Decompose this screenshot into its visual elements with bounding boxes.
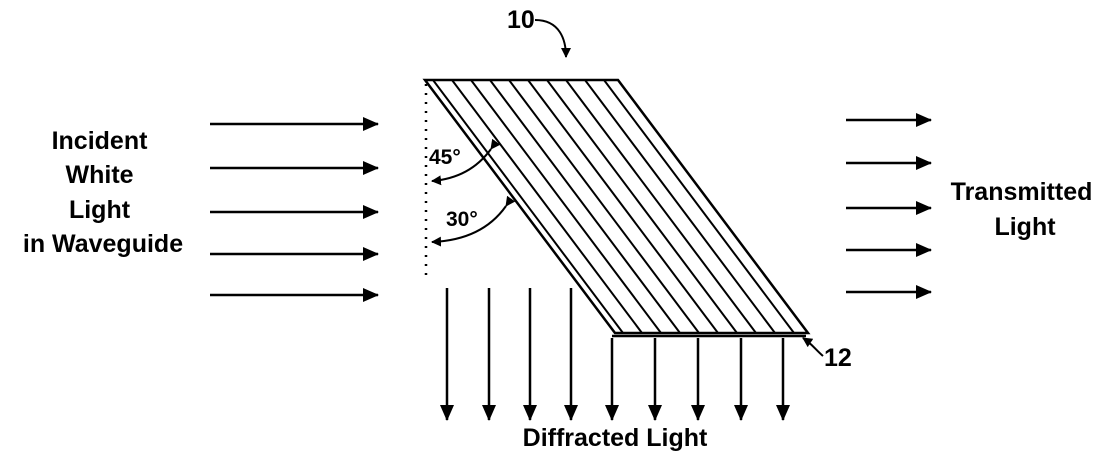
incident-light-arrows xyxy=(210,117,379,302)
grating-hatch-line xyxy=(432,80,628,333)
grating-hatch-line xyxy=(660,80,808,333)
angle-arc-30 xyxy=(431,195,516,247)
grating-hatch-line xyxy=(603,80,799,333)
angle-label-45: 45° xyxy=(429,146,461,169)
incident-label-line-4: in Waveguide xyxy=(23,230,183,258)
grating-outline xyxy=(422,78,811,335)
reference-10-leader xyxy=(534,19,571,58)
grating-hatch-line xyxy=(425,80,590,333)
incident-label-line-3: Light xyxy=(69,196,131,224)
grating-hatch-line xyxy=(508,80,704,333)
transmitted-label-line-2: Light xyxy=(994,213,1056,241)
grating-hatch-line xyxy=(679,80,808,333)
grating-hatch-line xyxy=(641,80,808,333)
incident-label-line-2: White xyxy=(66,161,134,189)
grating-hatch-line xyxy=(565,80,761,333)
reference-numeral-10: 10 xyxy=(507,6,535,34)
grating-hatch-line xyxy=(470,80,666,333)
grating-hatch-line xyxy=(584,80,780,333)
grating-hatch-line xyxy=(425,80,514,333)
angle-label-30: 30° xyxy=(446,208,478,231)
reference-numeral-12: 12 xyxy=(824,344,852,372)
grating-hatch-line xyxy=(451,80,647,333)
grating-hatch-line xyxy=(527,80,723,333)
grating-hatch-line xyxy=(546,80,742,333)
transmitted-label-line-1: Transmitted xyxy=(951,178,1093,206)
transmitted-light-label: Transmitted Light xyxy=(951,178,1100,241)
angle-arc-45 xyxy=(431,138,501,186)
diffracted-light-arrows xyxy=(440,288,790,421)
reference-12-leader xyxy=(802,337,824,357)
grating-hatch-line xyxy=(425,80,609,333)
incident-light-label: Incident White Light in Waveguide xyxy=(23,127,183,258)
grating-hatch-line xyxy=(489,80,685,333)
grating-hatch-line xyxy=(622,80,808,333)
diffracted-light-label: Diffracted Light xyxy=(523,424,708,452)
transmitted-light-arrows xyxy=(846,113,932,299)
incident-label-line-1: Incident xyxy=(52,127,149,155)
